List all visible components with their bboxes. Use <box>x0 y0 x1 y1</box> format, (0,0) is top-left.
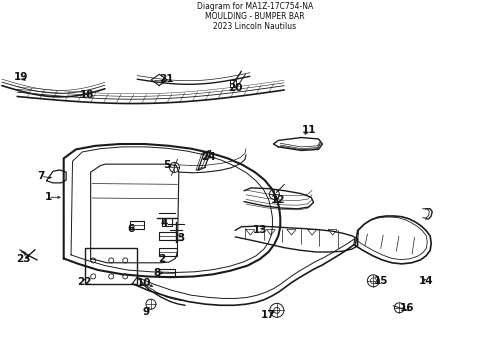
Text: 21: 21 <box>159 74 174 84</box>
Text: 17: 17 <box>261 310 276 320</box>
Text: 9: 9 <box>143 307 149 318</box>
Text: 16: 16 <box>399 303 414 313</box>
Text: Diagram for MA1Z-17C754-NA: Diagram for MA1Z-17C754-NA <box>196 1 313 10</box>
Text: 23: 23 <box>16 254 31 264</box>
Text: 24: 24 <box>201 152 216 162</box>
Text: 12: 12 <box>271 195 286 205</box>
Text: 11: 11 <box>301 125 316 135</box>
Text: MOULDING - BUMPER BAR: MOULDING - BUMPER BAR <box>205 12 305 21</box>
Text: 15: 15 <box>374 276 389 286</box>
Text: 4: 4 <box>160 218 168 228</box>
Text: 22: 22 <box>77 276 92 287</box>
Text: 19: 19 <box>13 72 28 82</box>
Text: 8: 8 <box>153 268 160 278</box>
Text: 2023 Lincoln Nautilus: 2023 Lincoln Nautilus <box>213 22 296 31</box>
Text: 3: 3 <box>178 233 185 243</box>
Text: 14: 14 <box>419 276 434 286</box>
Text: 20: 20 <box>228 83 243 93</box>
Text: 2: 2 <box>158 254 165 264</box>
Text: 5: 5 <box>163 160 170 170</box>
Text: 13: 13 <box>252 225 267 235</box>
Text: 10: 10 <box>137 278 152 288</box>
Text: 7: 7 <box>37 171 45 181</box>
Text: 6: 6 <box>128 224 135 234</box>
Text: 18: 18 <box>80 90 95 100</box>
Text: 1: 1 <box>45 192 51 202</box>
